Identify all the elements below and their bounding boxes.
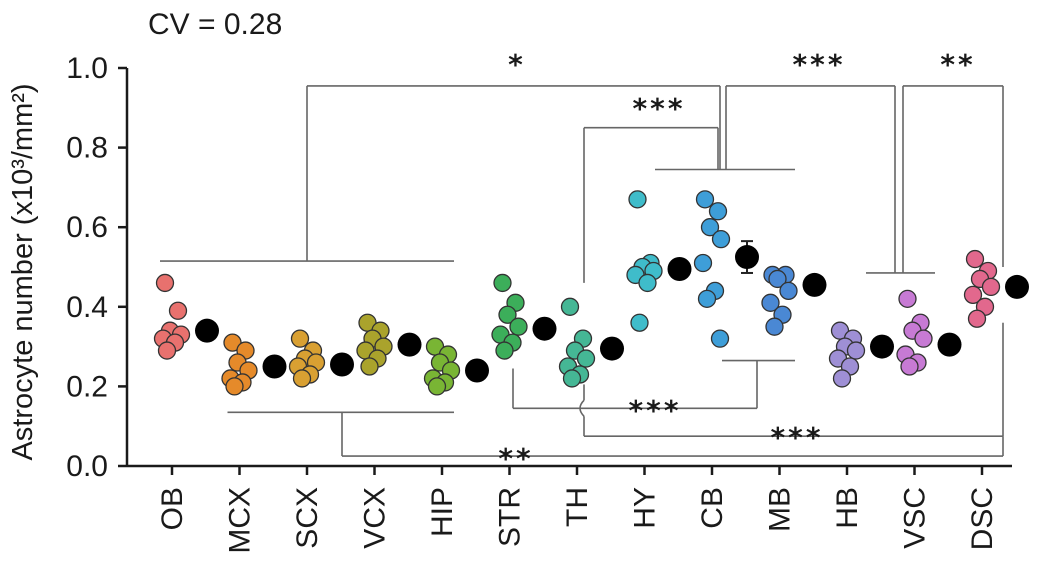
x-tick-label-scx: SCX (291, 487, 324, 549)
point-dsc (963, 285, 983, 305)
significance-label-1: * (508, 48, 526, 81)
significance-label-2: *** (633, 92, 686, 125)
y-tick-label: 0.0 (66, 450, 108, 483)
mean-marker-hb (870, 334, 894, 359)
point-mb (765, 317, 784, 336)
point-mcx (225, 377, 244, 396)
point-hb (846, 341, 866, 360)
point-cb (711, 229, 731, 249)
point-cb (710, 329, 730, 348)
y-axis-title: Astrocyte number (x10³/mm²) (7, 83, 39, 460)
point-vcx (360, 357, 379, 376)
x-tick-label-hb: HB (831, 487, 864, 529)
significance-label-6: *** (771, 421, 824, 454)
x-tick-label-mcx: MCX (224, 487, 257, 554)
point-th (562, 369, 582, 388)
point-hb (832, 369, 852, 388)
point-vsc (900, 357, 919, 376)
mean-marker-ob (195, 318, 219, 343)
x-tick-label-mb: MB (764, 487, 797, 532)
mean-marker-vsc (937, 332, 962, 357)
x-axis-labels: OB MCX SCX VCX HIP STR TH HY CB MB HB VSC DSC (156, 487, 999, 554)
y-tick-label: 1.0 (66, 52, 108, 85)
mean-marker-hy (667, 256, 692, 281)
point-ob (168, 301, 188, 320)
point-str (493, 273, 512, 293)
point-cb (697, 289, 717, 308)
significance-label-7: ** (498, 442, 533, 475)
point-hip (427, 377, 447, 396)
point-scx (292, 369, 312, 388)
x-tick-label-str: STR (494, 487, 527, 547)
mean-marker-cb (735, 245, 759, 270)
point-scx (290, 329, 310, 348)
y-tick-label: 0.4 (66, 291, 108, 324)
mean-marker-th (600, 336, 624, 361)
axes: 0.0 0.2 0.4 0.6 0.8 1.0 (66, 52, 1012, 483)
x-tick-label-th: TH (561, 487, 594, 527)
significance-label-3: *** (793, 48, 846, 81)
point-cb (693, 253, 713, 273)
significance-label-5: *** (629, 394, 682, 427)
point-mb (761, 293, 780, 312)
point-vsc (914, 329, 933, 348)
mean-markers (195, 240, 1029, 383)
point-str (509, 317, 528, 336)
x-tick-label-vsc: VSC (899, 487, 932, 549)
mean-marker-mb (802, 272, 827, 297)
mean-marker-str (532, 316, 557, 341)
point-dsc (967, 309, 987, 328)
y-tick-label: 0.2 (66, 370, 108, 403)
point-ob (157, 341, 177, 360)
point-mb (779, 281, 798, 301)
point-dsc (965, 249, 985, 269)
x-tick-label-hip: HIP (426, 487, 459, 537)
mean-marker-scx (330, 352, 354, 377)
point-cb (708, 202, 728, 221)
x-tick-label-cb: CB (696, 487, 729, 529)
point-str (498, 305, 517, 324)
mean-marker-hip (465, 358, 489, 383)
point-ob (155, 273, 175, 293)
point-hy (630, 313, 649, 332)
point-vsc (898, 289, 917, 308)
mean-marker-mcx (262, 354, 287, 379)
point-hy (638, 273, 657, 293)
significance-brackets: ******* ********** (160, 48, 1004, 475)
point-dsc (981, 277, 1001, 297)
x-tick-label-hy: HY (629, 487, 662, 529)
x-tick-label-vcx: VCX (359, 487, 392, 549)
data-points (153, 190, 1001, 396)
mean-marker-dsc (1005, 274, 1029, 299)
point-cb (695, 190, 715, 209)
x-tick-label-ob: OB (156, 487, 189, 530)
point-mb (768, 269, 787, 289)
y-tick-label: 0.8 (66, 132, 108, 165)
point-cb (700, 218, 720, 237)
x-tick-label-dsc: DSC (966, 487, 999, 550)
bracket-hop (579, 399, 585, 417)
point-str (495, 341, 514, 360)
point-th (576, 349, 596, 368)
chart-title: CV = 0.28 (148, 8, 282, 41)
mean-marker-vcx (397, 332, 422, 357)
y-tick-label: 0.6 (66, 211, 108, 244)
point-hy (628, 190, 647, 209)
significance-label-4: ** (940, 48, 975, 81)
point-th (560, 297, 580, 316)
